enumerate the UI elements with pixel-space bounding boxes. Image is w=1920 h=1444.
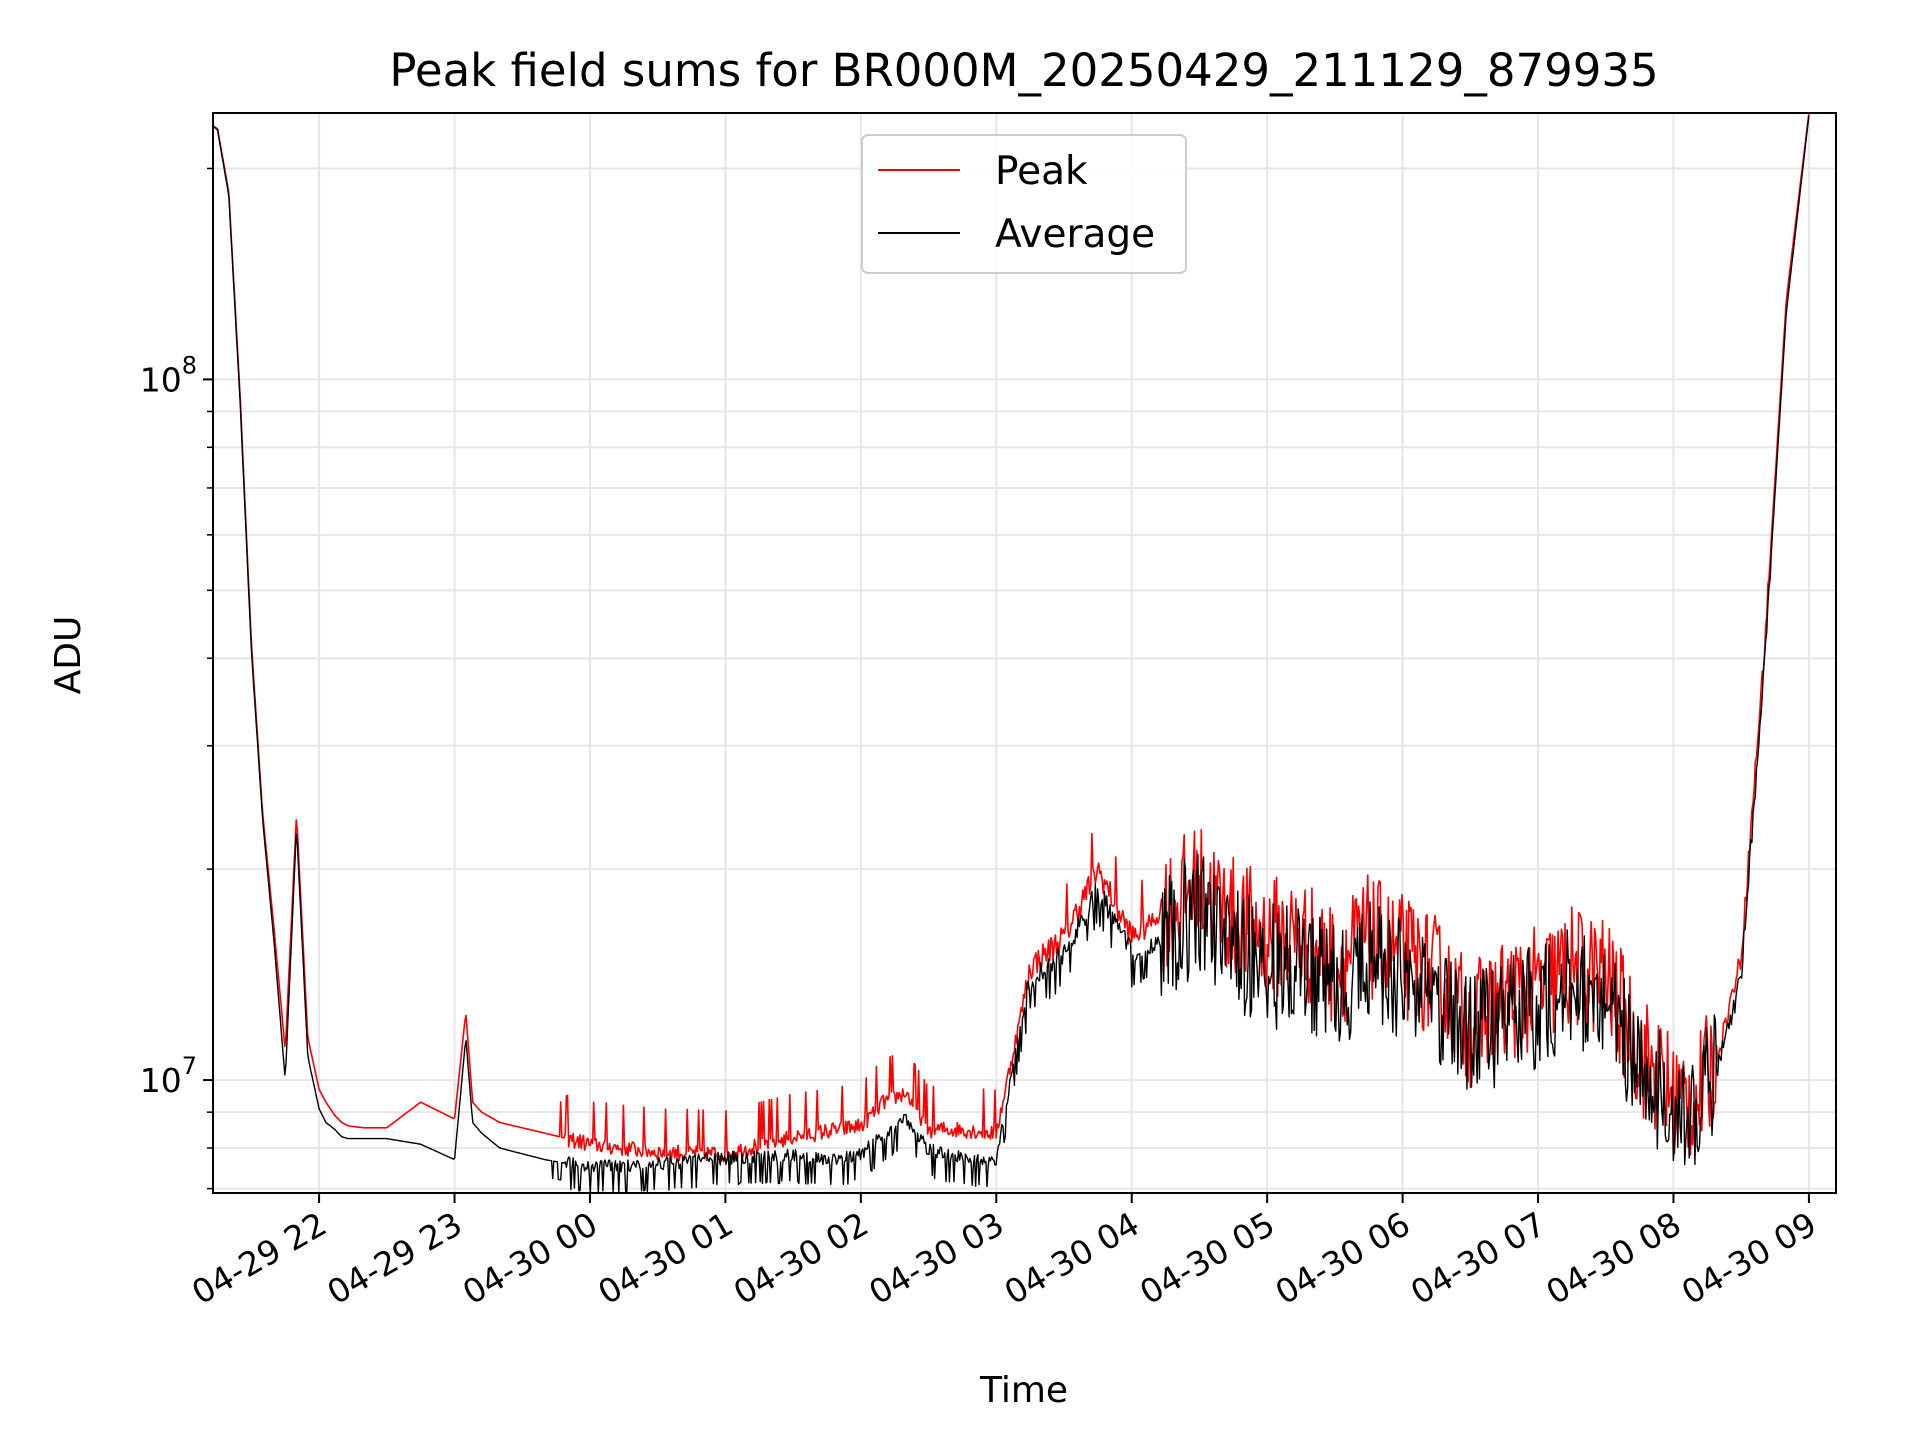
legend-label-peak: Peak [995, 149, 1088, 194]
grid [213, 113, 1836, 1193]
legend-label-average: Average [995, 212, 1155, 257]
y-tick-base: 10 [140, 1061, 182, 1100]
series-layer [213, 113, 1810, 1193]
series-line-peak [213, 113, 1810, 1163]
plot-frame [212, 112, 1837, 1194]
legend: Peak Average [861, 134, 1187, 274]
y-tick-exponent: 8 [182, 351, 197, 379]
y-tick-label: 108 [140, 351, 197, 399]
chart-title: Peak field sums for BR000M_20250429_2111… [389, 44, 1658, 97]
x-axis-label: Time [979, 1370, 1068, 1411]
y-tick-base: 10 [140, 360, 182, 399]
y-tick-label: 107 [140, 1052, 197, 1100]
series-line-average [213, 115, 1810, 1193]
y-tick-exponent: 7 [182, 1052, 197, 1080]
y-axis-label: ADU [48, 616, 89, 695]
